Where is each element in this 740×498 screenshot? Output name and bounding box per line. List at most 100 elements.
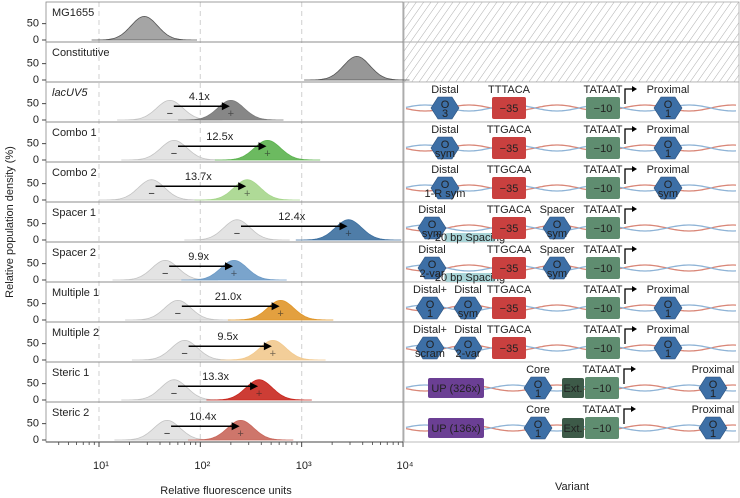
operator-subscript: sym (547, 268, 567, 280)
minus35-box (492, 177, 526, 199)
y-tick-label: 50 (27, 218, 39, 230)
box-label: −35 (500, 143, 519, 155)
operator-subscript: 1 (665, 148, 671, 160)
element-caption: Proximal (647, 324, 690, 336)
density-curve (98, 179, 205, 201)
ext-label: Ext. (564, 383, 583, 395)
dna-strand (405, 104, 737, 112)
tss-arrow-head (632, 246, 637, 252)
operator-label: O (428, 259, 437, 271)
y-tick-label: 0 (33, 274, 39, 286)
operator (417, 216, 447, 240)
element-caption: Proximal (692, 404, 735, 416)
operator-label: O (553, 219, 562, 231)
operator-label: O (709, 419, 718, 431)
tss-arrow-head (632, 126, 637, 132)
fold-arrow-head (225, 262, 234, 271)
y-tick-label: 0 (33, 394, 39, 406)
variant-cell (403, 121, 740, 163)
reference-marker: − (164, 428, 170, 440)
tss-arrow (624, 128, 633, 144)
y-tick-label: 50 (27, 298, 39, 310)
y-tick-label: 50 (27, 338, 39, 350)
minus35-box (492, 97, 526, 119)
operator-label: O (464, 339, 473, 351)
density-curve (131, 339, 238, 361)
median-marker: + (345, 228, 351, 240)
sequence-caption: TTGCAA (487, 244, 532, 256)
reference-marker: − (175, 308, 181, 320)
box-label: −10 (594, 183, 613, 195)
density-curve (194, 179, 300, 201)
tss-arrow-head (632, 326, 637, 332)
fold-arrow-head (250, 382, 259, 391)
minus10-box (586, 177, 620, 199)
sequence-caption: TTGACA (487, 324, 532, 336)
box-label: −35 (500, 303, 519, 315)
operator-label: O (664, 139, 673, 151)
sequence-caption: TTGACA (487, 204, 532, 216)
dna-strand (405, 264, 737, 272)
operator-subscript: 3 (442, 108, 448, 120)
x-tick-label: 10¹ (93, 460, 109, 472)
box-label: −35 (500, 223, 519, 235)
sequence-caption: TTTACA (488, 84, 531, 96)
density-curve (91, 15, 197, 41)
fold-label: 10.4x (189, 411, 216, 423)
sequence-caption: TATAAT (584, 84, 623, 96)
minus10-box (585, 377, 619, 399)
up-label: UP (136x) (431, 423, 480, 435)
element-caption: Distal+ (413, 284, 447, 296)
operator-subscript: sym (435, 148, 455, 160)
fold-label: 13.3x (202, 371, 229, 383)
operator-label: O (553, 259, 562, 271)
operator-label: O (464, 299, 473, 311)
density-curve (188, 419, 294, 441)
operator-subscript: sym (547, 228, 567, 240)
operator (653, 96, 683, 120)
element-caption: Spacer (540, 204, 575, 216)
operator-subscript: sym (658, 188, 678, 200)
y-tick-label: 50 (27, 98, 39, 110)
element-caption: Distal (418, 204, 446, 216)
operator (698, 376, 728, 400)
dna-strand (405, 104, 737, 112)
minus35-box (492, 297, 526, 319)
tss-arrow-head (631, 406, 636, 412)
minus10-box (586, 217, 620, 239)
sequence-caption: TATAAT (583, 364, 622, 376)
operator-subscript: 1 (535, 388, 541, 400)
operator (653, 336, 683, 360)
variant-cell (403, 1, 740, 43)
operator-label: O (664, 339, 673, 351)
tss-arrow-head (632, 286, 637, 292)
operator-subscript: 1 (710, 388, 716, 400)
box-label: −10 (594, 223, 613, 235)
tss-arrow (624, 288, 633, 304)
fold-arrow-head (263, 342, 272, 351)
operator-label: O (664, 299, 673, 311)
reference-marker: − (162, 268, 168, 280)
operator (653, 296, 683, 320)
y-axis-label: Relative population density (%) (4, 146, 16, 298)
box-label: −35 (500, 343, 519, 355)
reference-marker: − (171, 148, 177, 160)
y-tick-label: 0 (33, 34, 39, 46)
box-label: −10 (594, 303, 613, 315)
fold-arrow-head (231, 422, 240, 431)
element-caption: Distal (431, 124, 459, 136)
minus10-box (586, 297, 620, 319)
x-axis-label: Relative fluorescence units (160, 485, 292, 497)
element-caption: Distal (418, 244, 446, 256)
row-label: Combo 2 (52, 167, 97, 179)
box-label: −10 (594, 263, 613, 275)
operator (415, 296, 445, 320)
operator (523, 376, 553, 400)
tss-arrow (624, 88, 633, 104)
minus35-box (492, 217, 526, 239)
density-curve (304, 55, 410, 81)
density-curve (178, 99, 284, 121)
operator-label: O (534, 379, 543, 391)
y-tick-label: 0 (33, 234, 39, 246)
operator-label: O (441, 139, 450, 151)
